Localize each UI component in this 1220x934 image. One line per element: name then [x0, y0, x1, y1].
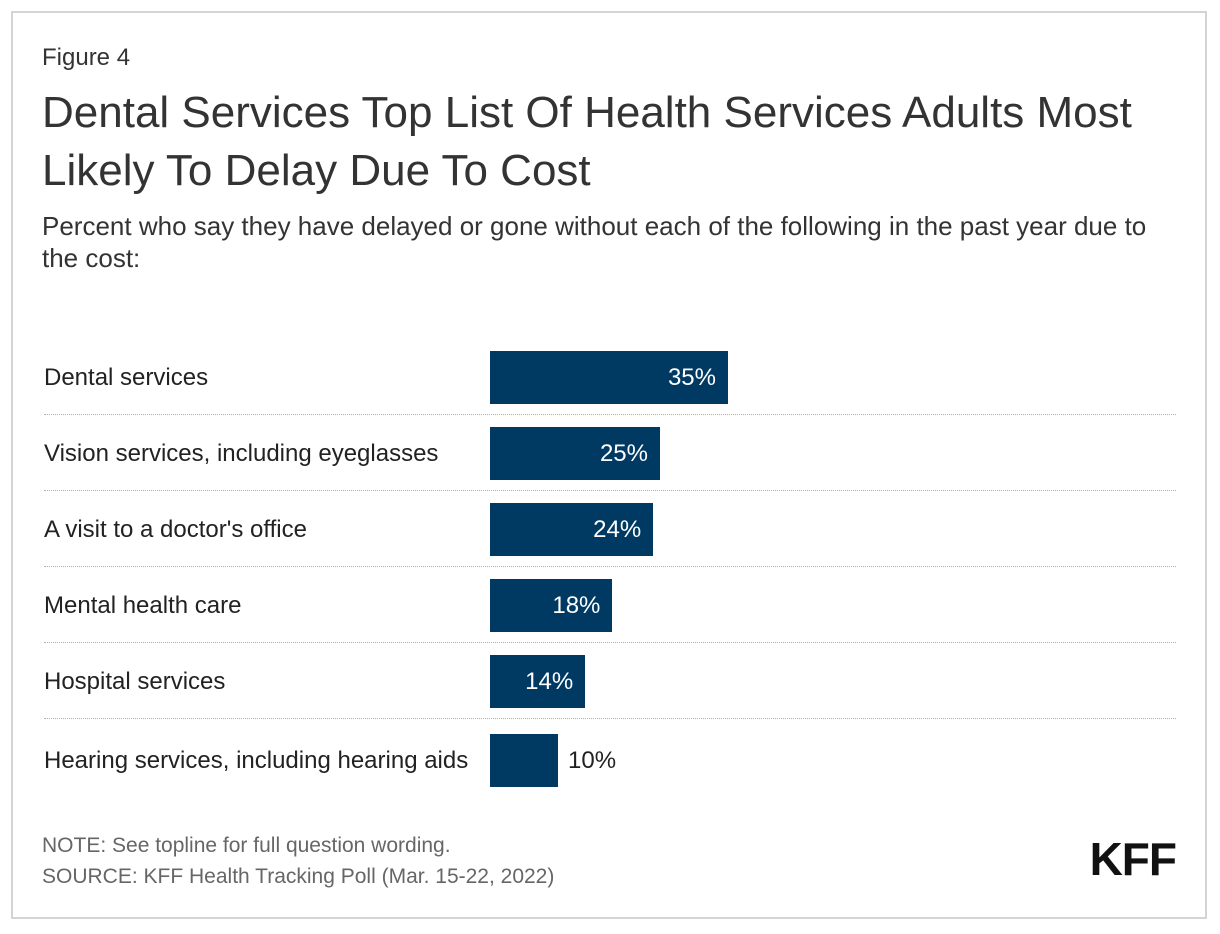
category-label: Hearing services, including hearing aids — [44, 746, 469, 774]
value-label: 24% — [593, 515, 642, 543]
bar — [490, 655, 586, 708]
bar — [490, 579, 613, 632]
frame — [11, 11, 1207, 919]
row-separator — [44, 490, 1176, 491]
category-label: A visit to a doctor's office — [44, 515, 307, 543]
bar — [490, 427, 660, 480]
category-label: Dental services — [44, 363, 209, 391]
value-label: 18% — [552, 591, 601, 619]
row-separator — [44, 718, 1176, 719]
figure-label: Figure 4 — [42, 44, 131, 71]
row-separator — [44, 642, 1176, 643]
category-label: Hospital services — [44, 667, 226, 695]
category-label: Vision services, including eyeglasses — [44, 439, 439, 467]
bar — [490, 734, 558, 787]
chart-title: Dental Services Top List Of Health Servi… — [42, 88, 1132, 195]
value-label: 10% — [568, 746, 617, 774]
chart-subtitle: Percent who say they have delayed or gon… — [42, 211, 1147, 273]
value-label: 35% — [667, 363, 716, 391]
bar — [490, 503, 654, 556]
value-label: 14% — [525, 667, 574, 695]
row-separator — [44, 414, 1176, 415]
value-label: 25% — [599, 439, 648, 467]
category-label: Mental health care — [44, 591, 242, 619]
note: NOTE: See topline for full question word… — [42, 834, 451, 857]
logo: KFF — [1089, 833, 1177, 885]
source: SOURCE: KFF Health Tracking Poll (Mar. 1… — [42, 865, 555, 888]
bar — [490, 351, 728, 404]
row-separator — [44, 566, 1176, 567]
